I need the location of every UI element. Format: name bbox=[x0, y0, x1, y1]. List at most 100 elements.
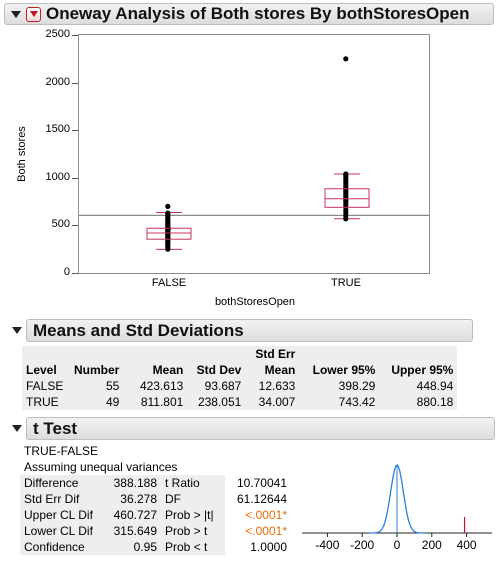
cell: 880.18 bbox=[416, 395, 454, 409]
box-FALSE bbox=[146, 227, 192, 240]
y-tick-mark bbox=[72, 35, 78, 36]
y-tick-label: 500 bbox=[51, 218, 70, 231]
cell: 93.687 bbox=[204, 379, 242, 393]
ttest-stat-value: 1.0000 bbox=[250, 540, 287, 554]
page-title: Oneway Analysis of Both stores By bothSt… bbox=[46, 4, 470, 23]
y-tick-label: 1000 bbox=[45, 170, 70, 183]
means-col-top-3 bbox=[123, 346, 187, 362]
cell: TRUE bbox=[26, 395, 59, 409]
table-row: FALSE 55 423.613 93.687 12.633 398.29 44… bbox=[22, 378, 458, 394]
means-header: Means and Std Deviations bbox=[26, 319, 473, 342]
cell: 811.801 bbox=[140, 395, 184, 409]
means-table: Std Err Level Number Mean Std Dev Mean L… bbox=[22, 346, 458, 410]
ttest-disclosure-icon[interactable] bbox=[12, 425, 22, 432]
ttest-table: Difference 388.188 t Ratio 10.70041 Std … bbox=[20, 475, 291, 555]
oneway-plot bbox=[78, 34, 430, 274]
ttest-stat-label: DF bbox=[161, 491, 225, 507]
ttest-title: t Test bbox=[33, 418, 78, 438]
x-category-false: FALSE bbox=[151, 277, 187, 289]
t-tick-label: -200 bbox=[350, 538, 374, 551]
means-col-top-4 bbox=[187, 346, 245, 362]
data-point bbox=[343, 171, 349, 177]
t-tick-label: 0 bbox=[394, 538, 401, 551]
cell: 55 bbox=[105, 379, 120, 393]
ttest-stat-label: Prob > t bbox=[161, 523, 225, 539]
means-col-stderr: Mean bbox=[264, 363, 296, 377]
ttest-value: 460.727 bbox=[104, 507, 161, 523]
y-axis-label: Both stores bbox=[16, 126, 28, 182]
red-triangle-menu-icon[interactable] bbox=[26, 6, 41, 22]
cell: 49 bbox=[105, 395, 120, 409]
means-col-top-7 bbox=[379, 346, 457, 362]
means-col-stddev: Std Dev bbox=[196, 363, 242, 377]
means-col-upper95: Upper 95% bbox=[391, 363, 454, 377]
ttest-stat-value: 61.12644 bbox=[236, 492, 287, 506]
means-header-row-top: Std Err bbox=[22, 346, 458, 362]
ttest-stat-value: <.0001* bbox=[245, 508, 287, 522]
ttest-stat-value: <.0001* bbox=[245, 524, 287, 538]
data-point bbox=[165, 203, 171, 209]
ttest-stat-label: Prob < t bbox=[161, 539, 225, 555]
ttest-value: 388.188 bbox=[104, 475, 161, 491]
cell: 238.051 bbox=[197, 395, 242, 409]
ttest-assumption: Assuming unequal variances bbox=[24, 460, 178, 474]
cell: FALSE bbox=[26, 379, 64, 393]
ttest-label: Difference bbox=[20, 475, 104, 491]
cell: 743.42 bbox=[338, 395, 376, 409]
y-tick-mark bbox=[72, 130, 78, 132]
means-col-level: Level bbox=[26, 363, 57, 377]
y-tick-mark bbox=[72, 82, 78, 84]
box-TRUE bbox=[324, 188, 370, 208]
t-tick-label: 200 bbox=[422, 538, 442, 551]
table-row: Difference 388.188 t Ratio 10.70041 bbox=[20, 475, 291, 491]
data-point bbox=[343, 56, 349, 62]
means-col-lower95: Lower 95% bbox=[312, 363, 376, 377]
cell: 398.29 bbox=[338, 379, 376, 393]
table-row: TRUE 49 811.801 238.051 34.007 743.42 88… bbox=[22, 394, 458, 410]
table-row: Std Err Dif 36.278 DF 61.12644 bbox=[20, 491, 291, 507]
means-col-top-1 bbox=[22, 346, 70, 362]
y-tick-label: 1500 bbox=[45, 123, 70, 136]
ttest-label: Upper CL Dif bbox=[20, 507, 104, 523]
ttest-value: 315.649 bbox=[104, 523, 161, 539]
x-axis-label: bothStoresOpen bbox=[214, 296, 296, 308]
oneway-header: Oneway Analysis of Both stores By bothSt… bbox=[4, 3, 494, 25]
y-tick-mark bbox=[72, 177, 78, 179]
y-tick-label: 2000 bbox=[45, 75, 70, 88]
cell: 423.613 bbox=[139, 379, 184, 393]
cell: 448.94 bbox=[416, 379, 454, 393]
means-col-top-6 bbox=[299, 346, 379, 362]
t-tick-label: -400 bbox=[315, 538, 339, 551]
disclosure-triangle-icon[interactable] bbox=[11, 10, 21, 18]
data-point bbox=[165, 210, 171, 216]
ttest-header: t Test bbox=[26, 417, 495, 440]
x-category-true: TRUE bbox=[331, 277, 361, 289]
ttest-value: 0.95 bbox=[104, 539, 161, 555]
table-row: Lower CL Dif 315.649 Prob > t <.0001* bbox=[20, 523, 291, 539]
ttest-stat-value: 10.70041 bbox=[236, 476, 287, 490]
ttest-stat-label: Prob > |t| bbox=[161, 507, 225, 523]
t-tick-label: 400 bbox=[457, 538, 477, 551]
y-tick-label: 0 bbox=[63, 266, 70, 278]
t-distribution-plot: -400 -200 0 200 400 bbox=[302, 464, 492, 551]
box-plot-svg bbox=[79, 56, 429, 252]
means-title: Means and Std Deviations bbox=[33, 320, 244, 340]
ttest-stat-label: t Ratio bbox=[161, 475, 225, 491]
ttest-comparison: TRUE-FALSE bbox=[24, 444, 99, 458]
ttest-label: Confidence bbox=[20, 539, 104, 555]
means-col-number: Number bbox=[74, 363, 120, 377]
y-tick-label: 2500 bbox=[45, 28, 70, 40]
table-row: Confidence 0.95 Prob < t 1.0000 bbox=[20, 539, 291, 555]
ttest-value: 36.278 bbox=[104, 491, 161, 507]
means-col-top-5: Std Err bbox=[255, 347, 296, 361]
means-col-top-2 bbox=[70, 346, 123, 362]
means-col-mean: Mean bbox=[152, 363, 184, 377]
cell: 12.633 bbox=[258, 379, 296, 393]
cell: 34.007 bbox=[258, 395, 296, 409]
table-row: Upper CL Dif 460.727 Prob > |t| <.0001* bbox=[20, 507, 291, 523]
means-header-row: Level Number Mean Std Dev Mean Lower 95%… bbox=[22, 362, 458, 378]
means-disclosure-icon[interactable] bbox=[12, 327, 22, 334]
ttest-label: Std Err Dif bbox=[20, 491, 104, 507]
y-tick-mark bbox=[72, 273, 78, 274]
ttest-label: Lower CL Dif bbox=[20, 523, 104, 539]
